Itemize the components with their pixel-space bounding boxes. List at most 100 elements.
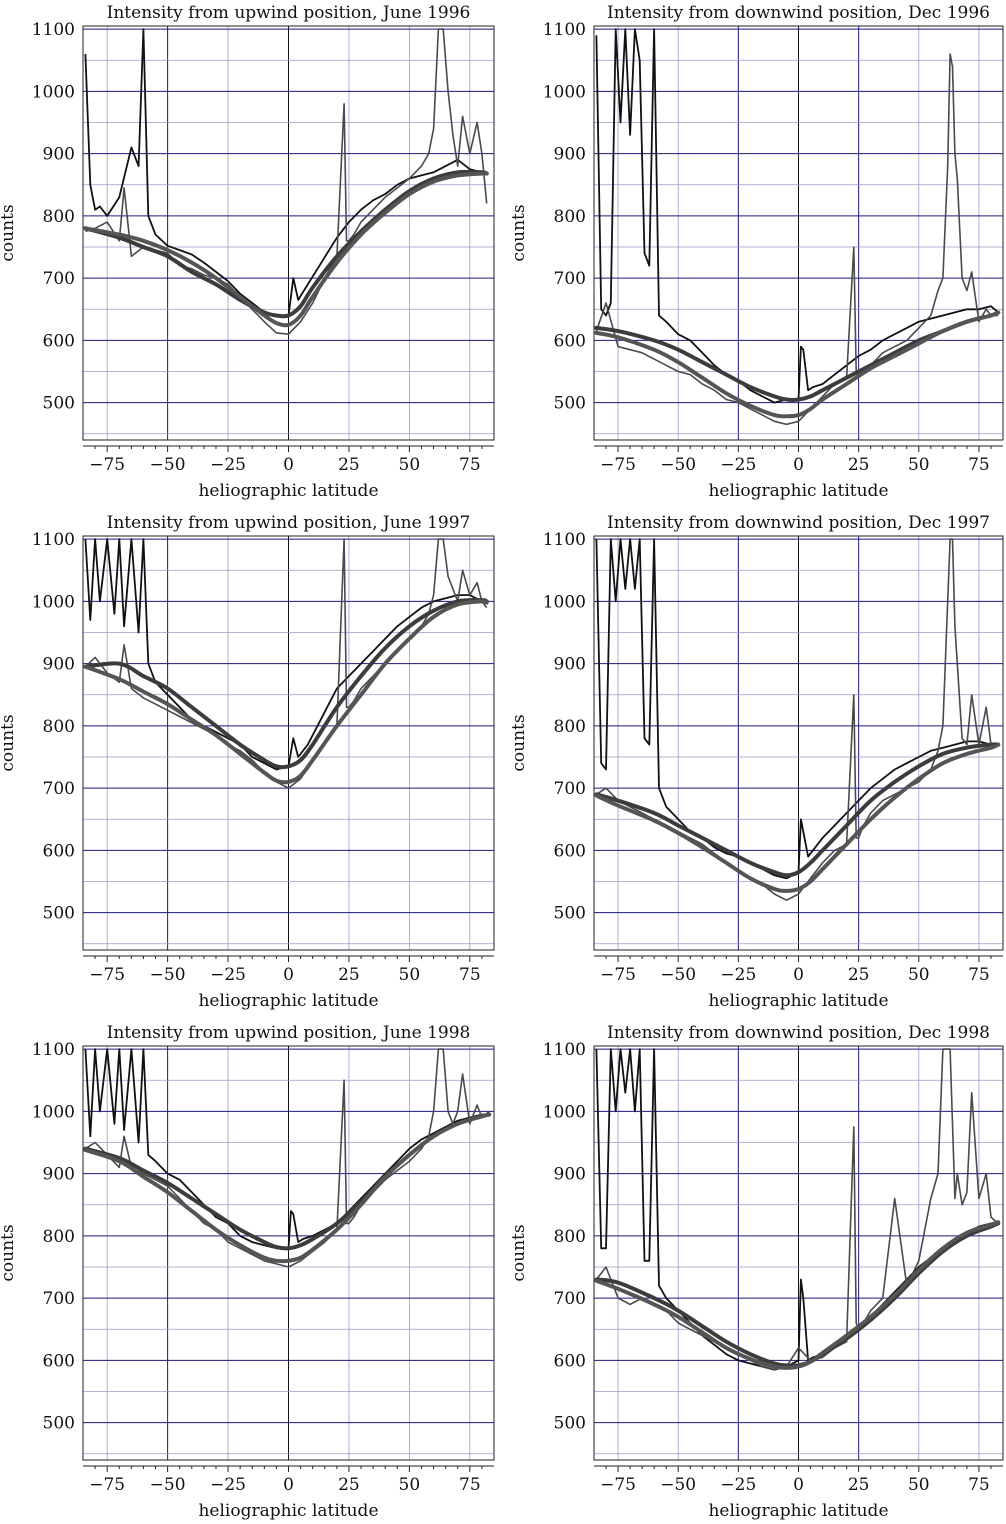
y-tick-label: 1100 [543, 1040, 586, 1060]
x-tick-label: 50 [399, 455, 421, 475]
x-tick-label: 50 [399, 965, 421, 985]
x-tick-label: 0 [793, 965, 804, 985]
plot-frame [82, 535, 495, 951]
series-line-smooth-3 [594, 1221, 1001, 1368]
y-tick-label: 800 [554, 1227, 586, 1247]
x-tick-label: 75 [968, 455, 990, 475]
x-tick-label: −25 [720, 455, 756, 475]
x-tick-label: 0 [283, 455, 294, 475]
chart-title: Intensity from downwind position, Dec 19… [607, 1023, 990, 1043]
x-tick-label: −50 [660, 965, 696, 985]
x-axis-label: heliographic latitude [198, 481, 378, 501]
series-line-1 [84, 538, 487, 771]
y-tick-label: 1100 [32, 1040, 75, 1060]
x-axis-label: heliographic latitude [708, 991, 888, 1011]
y-axis-label: counts [509, 1224, 529, 1281]
y-tick-label: 1000 [32, 1102, 75, 1122]
y-tick-label: 900 [43, 145, 75, 165]
series-line-1 [595, 1048, 999, 1371]
x-tick-label: −25 [210, 455, 246, 475]
y-tick-label: 1100 [32, 530, 75, 550]
x-tick-label: 75 [459, 1475, 481, 1495]
y-tick-label: 1000 [543, 1102, 586, 1122]
y-tick-label: 500 [43, 904, 75, 924]
plot-frame [593, 1045, 1004, 1461]
x-tick-label: 0 [283, 1475, 294, 1495]
series-line-smooth-4 [594, 310, 1001, 419]
x-tick-label: −25 [210, 965, 246, 985]
y-tick-label: 800 [554, 717, 586, 737]
x-tick-label: 50 [399, 1475, 421, 1495]
y-tick-label: 600 [43, 841, 75, 861]
y-tick-label: 900 [554, 145, 586, 165]
series-line-smooth-4 [83, 171, 489, 328]
y-tick-label: 600 [43, 331, 75, 351]
series-line-smooth-3 [594, 310, 1001, 402]
series-line-1 [595, 538, 999, 880]
y-axis-label: counts [509, 204, 529, 261]
x-tick-label: 50 [908, 965, 930, 985]
y-tick-label: 800 [43, 1227, 75, 1247]
y-tick-label: 900 [554, 1165, 586, 1185]
chart-panel-2: −75 −50 −25 0 25 50 75 500 600 700 800 900 1000 1100 I… [509, 3, 1004, 501]
x-tick-label: −75 [89, 1475, 125, 1495]
y-tick-label: 700 [43, 269, 75, 289]
y-tick-label: 1000 [543, 82, 586, 102]
x-tick-label: 75 [459, 965, 481, 985]
series-line-smooth-3 [594, 742, 1001, 878]
y-axis-label: counts [0, 204, 18, 261]
series-group [594, 1048, 1001, 1371]
y-tick-label: 1000 [32, 592, 75, 612]
series-line-2 [595, 1048, 999, 1371]
x-tick-label: −75 [89, 965, 125, 985]
y-tick-label: 600 [43, 1351, 75, 1371]
x-tick-label: 50 [908, 455, 930, 475]
x-axis-label: heliographic latitude [198, 991, 378, 1011]
x-tick-label: −25 [720, 965, 756, 985]
x-tick-label: −25 [720, 1475, 756, 1495]
y-tick-label: 700 [554, 269, 586, 289]
y-tick-label: 500 [43, 394, 75, 414]
x-tick-label: 25 [338, 455, 360, 475]
y-tick-label: 1100 [543, 20, 586, 40]
y-tick-label: 700 [554, 779, 586, 799]
x-tick-label: 75 [968, 965, 990, 985]
chart-panel-6: −75 −50 −25 0 25 50 75 500 600 700 800 900 1000 1100 I… [509, 1023, 1004, 1521]
series-group [594, 538, 1001, 902]
chart-panel-5: −75 −50 −25 0 25 50 75 500 600 700 800 900 1000 1100 I… [0, 1023, 495, 1521]
series-group [83, 538, 489, 789]
y-axis-label: counts [0, 1224, 18, 1281]
series-line-smooth-3 [83, 598, 489, 770]
chart-title: Intensity from upwind position, June 199… [107, 513, 471, 533]
x-tick-label: 0 [283, 965, 294, 985]
x-tick-label: 0 [793, 1475, 804, 1495]
y-axis-label: counts [0, 714, 18, 771]
chart-panel-3: −75 −50 −25 0 25 50 75 500 600 700 800 900 1000 1100 I… [0, 513, 495, 1011]
y-tick-label: 800 [554, 207, 586, 227]
x-tick-label: −75 [600, 965, 636, 985]
x-tick-label: −50 [660, 1475, 696, 1495]
x-axis-label: heliographic latitude [198, 1501, 378, 1521]
x-tick-label: −50 [150, 455, 186, 475]
series-line-2 [84, 1048, 490, 1268]
y-tick-label: 700 [43, 779, 75, 799]
chart-panel-4: −75 −50 −25 0 25 50 75 500 600 700 800 900 1000 1100 I… [509, 513, 1004, 1011]
x-axis-label: heliographic latitude [708, 481, 888, 501]
x-tick-label: 75 [459, 455, 481, 475]
series-group [594, 28, 1001, 426]
y-tick-label: 600 [554, 331, 586, 351]
series-line-smooth-3 [83, 169, 489, 319]
x-tick-label: 0 [793, 455, 804, 475]
chart-title: Intensity from upwind position, June 199… [107, 1023, 471, 1043]
plot-frame [593, 535, 1004, 951]
series-line-smooth-4 [83, 599, 489, 785]
y-tick-label: 700 [554, 1289, 586, 1309]
x-tick-label: −25 [210, 1475, 246, 1495]
series-line-2 [595, 53, 999, 426]
x-tick-label: 75 [968, 1475, 990, 1495]
x-tick-label: 25 [338, 965, 360, 985]
x-tick-label: −75 [600, 1475, 636, 1495]
series-line-1 [595, 28, 999, 404]
y-tick-label: 800 [43, 717, 75, 737]
